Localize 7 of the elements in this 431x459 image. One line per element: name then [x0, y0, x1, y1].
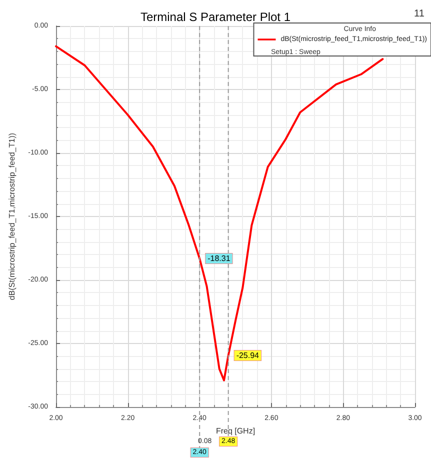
line-series [55, 45, 384, 382]
text: 11 [414, 8, 425, 20]
annotation: -25.94 [236, 350, 260, 360]
y-axis-title: dB(St(microstrip_feed_T1,microstrip_feed_T1)) [8, 132, 16, 300]
chart-title: Terminal S Parameter Plot 1 [140, 10, 291, 24]
x-axis-title: Freq [GHz] [216, 426, 256, 436]
annotation: -18.31 [208, 254, 231, 264]
